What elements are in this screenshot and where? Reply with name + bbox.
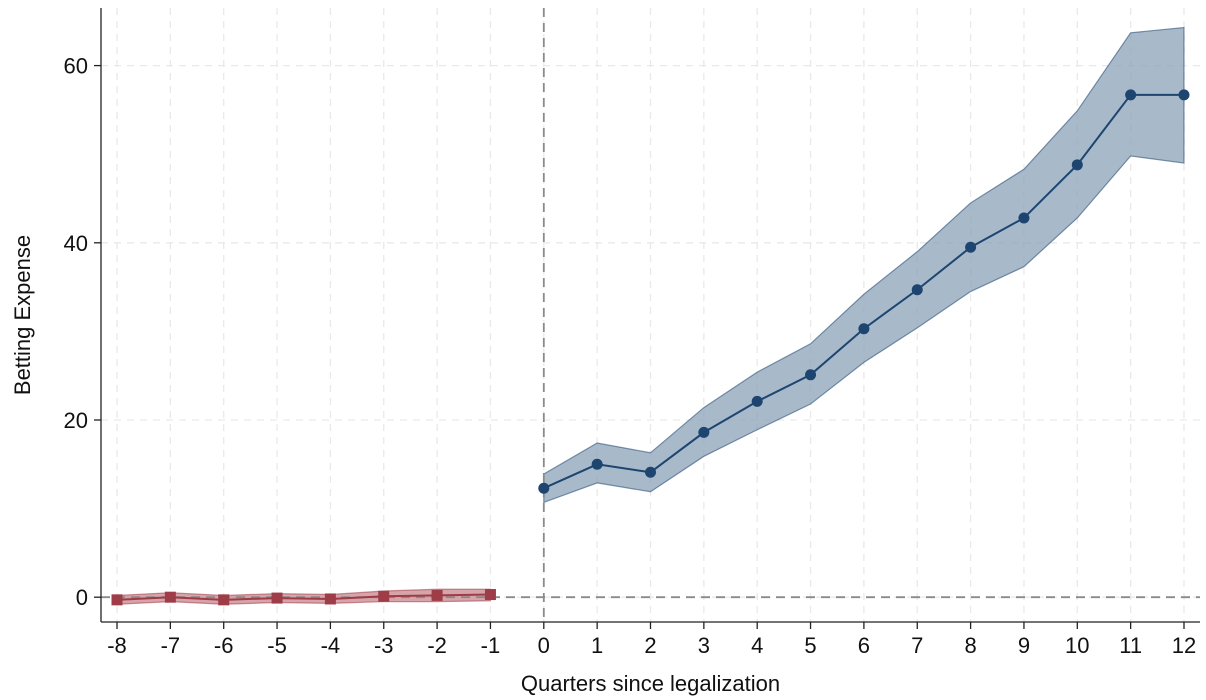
x-tick-label: 9: [1018, 633, 1030, 658]
data-point: [218, 594, 230, 606]
data-point: [484, 589, 496, 601]
data-point: [111, 594, 123, 606]
data-point: [1125, 89, 1137, 101]
x-tick-label: 12: [1172, 633, 1196, 658]
x-tick-label: 4: [751, 633, 763, 658]
data-point: [324, 593, 336, 605]
data-point: [911, 284, 923, 296]
x-tick-label: -2: [427, 633, 447, 658]
x-tick-label: -3: [374, 633, 394, 658]
grid: [101, 8, 1200, 622]
x-tick-label: 3: [698, 633, 710, 658]
x-axis-title: Quarters since legalization: [521, 671, 780, 696]
x-tick-label: 2: [644, 633, 656, 658]
data-point: [645, 466, 656, 478]
data-point: [698, 426, 710, 438]
data-point: [858, 323, 870, 335]
y-tick-label: 60: [64, 54, 88, 79]
data-point: [1178, 89, 1190, 101]
x-tick-label: 0: [538, 633, 550, 658]
x-tick-label: 1: [591, 633, 603, 658]
confidence-band-1: [543, 26, 1185, 504]
series-markers: [111, 89, 1190, 606]
data-point: [378, 590, 390, 602]
x-tick-label: 6: [858, 633, 870, 658]
data-point: [751, 395, 763, 407]
data-point: [1071, 159, 1083, 171]
x-tick-label: 5: [804, 633, 816, 658]
x-tick-label: -4: [321, 633, 341, 658]
x-tick-label: -1: [481, 633, 501, 658]
y-axis-title: Betting Expense: [10, 235, 35, 395]
data-point: [965, 241, 977, 253]
y-tick-label: 0: [76, 585, 88, 610]
data-point: [805, 369, 817, 381]
x-tick-label: 11: [1119, 633, 1142, 658]
y-tick-label: 20: [64, 408, 88, 433]
x-tick-label: -8: [107, 633, 127, 658]
data-point: [538, 482, 550, 494]
x-tick-label: 10: [1065, 633, 1089, 658]
x-tick-label: -7: [161, 633, 181, 658]
y-tick-label: 40: [64, 231, 88, 256]
x-tick-label: 8: [964, 633, 976, 658]
reference-lines: [101, 8, 1200, 622]
series-line-0: [116, 593, 491, 601]
data-point: [591, 458, 603, 470]
x-tick-label: 7: [911, 633, 923, 658]
x-tick-label: -6: [214, 633, 234, 658]
x-tick-label: -5: [267, 633, 287, 658]
axes: [94, 8, 1200, 629]
data-point: [1018, 212, 1030, 224]
data-point: [164, 591, 176, 603]
data-point: [431, 589, 443, 601]
data-point: [271, 592, 283, 604]
